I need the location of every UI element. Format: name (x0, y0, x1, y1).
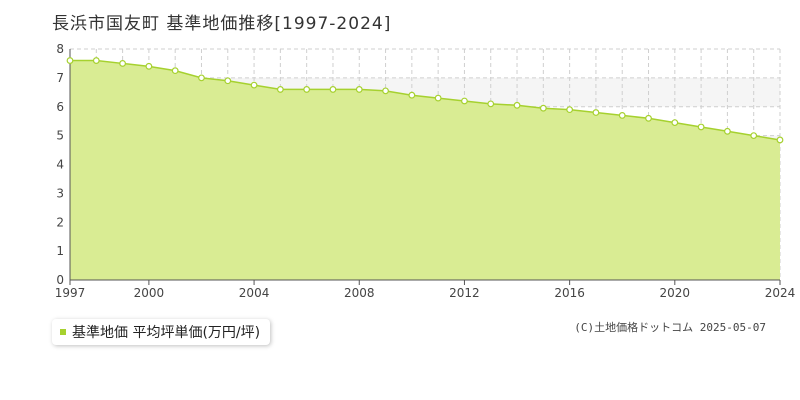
y-tick-label: 6 (56, 100, 64, 114)
credit-text: (C)土地価格ドットコム 2025-05-07 (574, 321, 766, 334)
y-tick-label: 8 (56, 42, 64, 56)
x-tick-label: 2000 (134, 286, 165, 300)
x-tick-label: 1997 (55, 286, 86, 300)
y-tick-label: 5 (56, 129, 64, 143)
y-tick-label: 0 (56, 273, 64, 287)
data-point (66, 57, 74, 64)
data-point (618, 112, 626, 119)
series-line (70, 59, 781, 141)
data-point (487, 100, 495, 108)
data-point (119, 60, 126, 67)
y-tick-label: 7 (56, 71, 64, 85)
x-tick-label: 2012 (449, 286, 480, 300)
data-point (145, 62, 153, 70)
data-point (276, 86, 284, 93)
data-point (697, 123, 705, 131)
x-tick-label: 2016 (554, 286, 585, 300)
chart-title: 長浜市国友町 基準地価推移[1997-2024] (52, 14, 392, 34)
legend: 基準地価 平均坪単価(万円/坪) (52, 319, 271, 345)
data-point (461, 97, 468, 105)
y-tick-label: 2 (56, 215, 64, 229)
data-point (566, 106, 574, 114)
data-point (303, 86, 311, 93)
data-point (592, 109, 600, 116)
legend-label: 基準地価 平均坪単価(万円/坪) (72, 325, 261, 341)
data-point (250, 81, 258, 89)
y-tick-label: 4 (56, 158, 64, 172)
y-tick-label: 1 (56, 244, 64, 258)
data-point (513, 101, 521, 109)
series-area (70, 60, 780, 280)
data-point (750, 132, 758, 140)
x-tick-label: 2004 (239, 286, 270, 300)
data-point (724, 127, 731, 135)
legend-swatch (60, 329, 66, 335)
x-tick-label: 2024 (765, 286, 796, 300)
data-point (198, 74, 205, 82)
data-point (329, 86, 337, 93)
data-point (776, 136, 784, 144)
data-point (224, 77, 232, 85)
data-point (539, 104, 547, 112)
data-point (355, 86, 363, 93)
data-point (671, 119, 679, 127)
x-tick-label: 2020 (660, 286, 691, 300)
data-point (382, 87, 389, 95)
data-point (645, 114, 652, 122)
data-point (171, 67, 179, 75)
x-tick-label: 2008 (344, 286, 375, 300)
data-point (408, 91, 416, 99)
y-tick-label: 3 (56, 186, 64, 200)
data-point (92, 57, 100, 64)
data-point (434, 94, 442, 102)
